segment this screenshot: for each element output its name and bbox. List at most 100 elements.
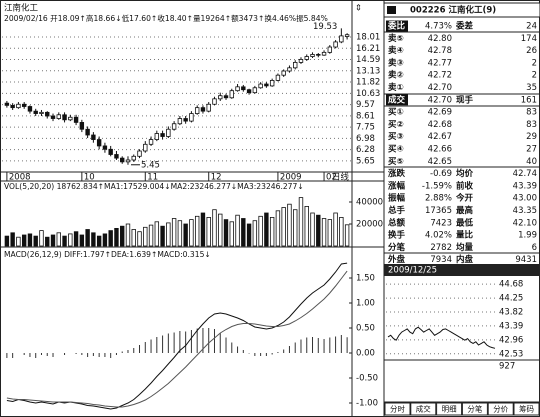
candle-body	[73, 116, 79, 123]
candle-body	[171, 123, 177, 130]
row-value: 1.99	[518, 231, 537, 241]
y-tick-label: 11.82	[356, 78, 380, 88]
row-label: 均价	[456, 168, 474, 179]
candle-body	[114, 154, 119, 159]
volume-bar	[45, 236, 50, 247]
candle-body	[85, 128, 90, 136]
row-label: 总额	[388, 217, 406, 228]
row-value: 43.00	[513, 194, 537, 204]
candle-body	[218, 95, 223, 100]
tab[interactable]	[487, 402, 514, 416]
volume-bar	[33, 235, 38, 247]
candle-body	[304, 56, 309, 60]
volume-bar	[125, 223, 131, 247]
volume-bar	[171, 218, 177, 247]
row-label: 均量	[456, 242, 474, 253]
y-tick-label: 7.75	[356, 123, 375, 133]
row-volume: 40	[526, 157, 537, 167]
volume-bar	[235, 214, 240, 247]
macd-title: MACD(26,12,9) DIFF:1.797↑DEA:1.639↑MACD:…	[4, 250, 211, 259]
volume-bar	[143, 226, 148, 247]
volume-bar	[154, 221, 160, 247]
row-value: 42.69	[428, 108, 452, 118]
candle-body	[189, 113, 194, 122]
candle-body	[4, 102, 10, 106]
row-volume: 26	[526, 46, 537, 56]
volume-bar	[68, 233, 73, 247]
row-value: 42.65	[428, 157, 452, 167]
y-tick-label: 6.28	[356, 145, 375, 155]
row-volume: 83	[526, 120, 537, 130]
y-tick-label: 20000	[356, 220, 383, 230]
price-line	[387, 326, 496, 349]
candle-body	[27, 106, 33, 112]
candle-body	[212, 98, 217, 105]
tab[interactable]	[461, 402, 488, 416]
tab[interactable]	[436, 402, 463, 416]
volume-bar	[85, 229, 90, 247]
row-value: 43.35	[513, 206, 537, 216]
y-tick-label: 0.50	[356, 324, 375, 334]
candle-body	[137, 150, 142, 157]
y-tick-label: 0.00	[356, 349, 375, 359]
volume-bar	[344, 224, 350, 247]
candle-body	[200, 107, 206, 112]
volume-bar	[200, 212, 206, 247]
candle-body	[310, 54, 315, 57]
tab[interactable]	[410, 402, 437, 416]
x-tick-label: 10	[84, 173, 95, 183]
row-value: 6	[532, 243, 537, 253]
candle-body	[68, 116, 73, 121]
row-volume: 2	[532, 71, 537, 81]
volume-bar	[114, 227, 119, 247]
volume-bar	[79, 234, 85, 247]
row-label: 涨跌	[388, 168, 406, 179]
quote-title: 002226 江南化工(9)	[410, 5, 496, 16]
row-label: 卖③	[388, 57, 404, 68]
row-label: 卖⑤	[388, 33, 404, 44]
candle-body	[16, 103, 21, 109]
candle-body	[339, 35, 344, 43]
switch-icon[interactable]: ⇕	[355, 4, 362, 14]
low-annotation: 5.45	[141, 160, 160, 170]
candle-body	[143, 143, 148, 152]
volume-bar	[206, 216, 211, 247]
row-label: 最高	[456, 205, 474, 216]
volume-bar	[166, 222, 171, 247]
row-label: 前收	[456, 180, 474, 191]
volume-bar	[56, 232, 61, 247]
candle-body	[183, 118, 188, 122]
intraday-header	[384, 264, 540, 276]
dea-line	[6, 270, 348, 408]
volume-bar	[160, 225, 165, 247]
y-tick-label: 43.39	[499, 321, 523, 331]
row-value: 24	[526, 22, 537, 32]
candle-body	[229, 90, 234, 99]
candle-body	[79, 122, 85, 130]
volume-bar	[108, 230, 113, 247]
y-tick-label: 13.13	[356, 66, 380, 76]
volume-axis-label: 927	[499, 362, 515, 372]
candle-body	[241, 86, 246, 91]
y-tick-label: 10.63	[356, 89, 380, 99]
volume-bar	[327, 219, 333, 247]
volume-bar	[310, 212, 315, 247]
row-label: 今开	[455, 193, 474, 204]
tab[interactable]	[384, 402, 411, 416]
row-label: 外盘	[387, 254, 406, 265]
tab-label: 明细	[442, 404, 457, 414]
row-value: 42.10	[513, 218, 537, 228]
candle-body	[154, 133, 160, 140]
volume-bar	[287, 203, 292, 247]
y-tick-label: 44.25	[499, 294, 523, 304]
volume-bar	[131, 229, 136, 247]
row-label: 涨幅	[388, 180, 406, 191]
row-label: 委比	[387, 21, 406, 32]
tab[interactable]	[513, 402, 540, 416]
volume-bar	[62, 235, 67, 247]
candle-body	[333, 41, 338, 48]
candle-body	[235, 86, 240, 92]
volume-bar	[194, 215, 200, 247]
candle-body	[120, 157, 125, 163]
row-label: 现手	[456, 94, 474, 105]
